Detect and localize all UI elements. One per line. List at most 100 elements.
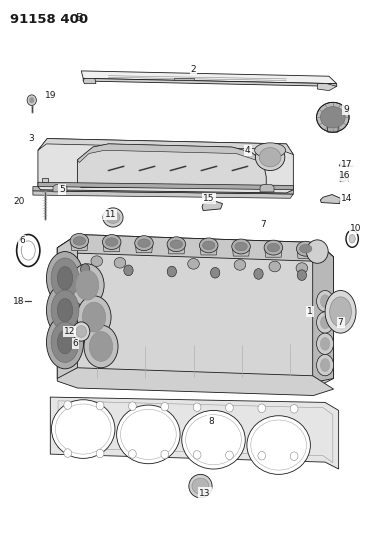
Polygon shape (168, 246, 185, 254)
Ellipse shape (193, 450, 201, 459)
Polygon shape (103, 244, 120, 252)
Ellipse shape (234, 260, 246, 270)
Ellipse shape (161, 402, 169, 411)
Ellipse shape (51, 290, 79, 330)
Text: 11: 11 (104, 210, 116, 219)
Ellipse shape (330, 297, 351, 327)
Ellipse shape (247, 416, 310, 474)
Ellipse shape (77, 296, 111, 338)
Text: 5: 5 (59, 185, 65, 193)
Polygon shape (71, 243, 88, 251)
Ellipse shape (73, 237, 86, 245)
Ellipse shape (267, 244, 279, 252)
Ellipse shape (75, 270, 99, 300)
Ellipse shape (269, 261, 281, 272)
Ellipse shape (91, 256, 103, 266)
Polygon shape (57, 235, 334, 389)
Ellipse shape (120, 409, 176, 459)
Polygon shape (320, 195, 341, 204)
Ellipse shape (167, 266, 176, 277)
Text: 3: 3 (28, 134, 34, 143)
Text: 13: 13 (199, 489, 211, 497)
Text: 91158 400: 91158 400 (10, 13, 88, 26)
Polygon shape (317, 84, 337, 91)
Bar (174, 78, 194, 80)
Ellipse shape (226, 451, 233, 459)
Ellipse shape (84, 325, 118, 368)
Ellipse shape (186, 415, 241, 465)
Ellipse shape (106, 212, 120, 223)
Ellipse shape (211, 268, 220, 278)
Ellipse shape (317, 354, 334, 376)
Text: 7: 7 (260, 221, 266, 229)
Ellipse shape (51, 400, 115, 458)
Ellipse shape (57, 298, 73, 322)
Ellipse shape (258, 404, 265, 413)
Ellipse shape (138, 239, 150, 247)
Polygon shape (202, 201, 223, 211)
Polygon shape (33, 191, 293, 198)
Ellipse shape (182, 410, 245, 469)
Polygon shape (297, 251, 314, 259)
Ellipse shape (170, 240, 183, 248)
Ellipse shape (325, 290, 356, 333)
Ellipse shape (317, 290, 334, 312)
Text: 14: 14 (341, 194, 352, 203)
Text: 15: 15 (203, 194, 215, 203)
Ellipse shape (21, 241, 35, 260)
Ellipse shape (106, 238, 118, 246)
Ellipse shape (320, 295, 330, 308)
Ellipse shape (317, 102, 349, 132)
Polygon shape (38, 182, 293, 190)
Ellipse shape (82, 302, 106, 332)
Ellipse shape (76, 326, 87, 337)
Polygon shape (260, 184, 274, 192)
Ellipse shape (135, 236, 153, 251)
Ellipse shape (296, 241, 315, 256)
Ellipse shape (46, 284, 84, 337)
Polygon shape (42, 178, 48, 182)
Ellipse shape (297, 270, 307, 280)
Ellipse shape (64, 401, 72, 409)
Ellipse shape (307, 240, 328, 263)
Ellipse shape (235, 242, 247, 251)
Ellipse shape (226, 403, 233, 412)
Ellipse shape (96, 449, 104, 458)
Ellipse shape (264, 240, 283, 255)
Text: 6: 6 (20, 237, 25, 245)
Ellipse shape (349, 235, 355, 243)
Ellipse shape (317, 312, 334, 333)
Ellipse shape (199, 238, 218, 253)
Ellipse shape (346, 230, 358, 247)
Ellipse shape (128, 402, 136, 410)
Ellipse shape (73, 322, 90, 341)
Text: 10: 10 (350, 224, 362, 232)
Polygon shape (233, 248, 250, 256)
Ellipse shape (29, 98, 34, 103)
Polygon shape (200, 247, 217, 255)
Ellipse shape (290, 405, 298, 413)
Ellipse shape (27, 95, 36, 106)
Text: B: B (75, 13, 83, 23)
Text: 4: 4 (245, 146, 250, 155)
Ellipse shape (124, 265, 133, 276)
Polygon shape (38, 139, 293, 155)
Ellipse shape (258, 451, 265, 460)
Polygon shape (83, 78, 337, 86)
Ellipse shape (320, 337, 330, 350)
Ellipse shape (51, 258, 79, 298)
Polygon shape (83, 78, 96, 84)
Polygon shape (327, 124, 339, 132)
Ellipse shape (55, 404, 111, 454)
Polygon shape (77, 144, 263, 163)
Text: 12: 12 (64, 327, 75, 336)
Polygon shape (38, 139, 293, 193)
Ellipse shape (193, 403, 201, 411)
Ellipse shape (89, 332, 113, 361)
Polygon shape (33, 187, 293, 194)
Polygon shape (57, 235, 77, 379)
Ellipse shape (167, 237, 186, 252)
Text: 18: 18 (13, 297, 24, 305)
Ellipse shape (259, 148, 281, 167)
Ellipse shape (251, 420, 307, 470)
